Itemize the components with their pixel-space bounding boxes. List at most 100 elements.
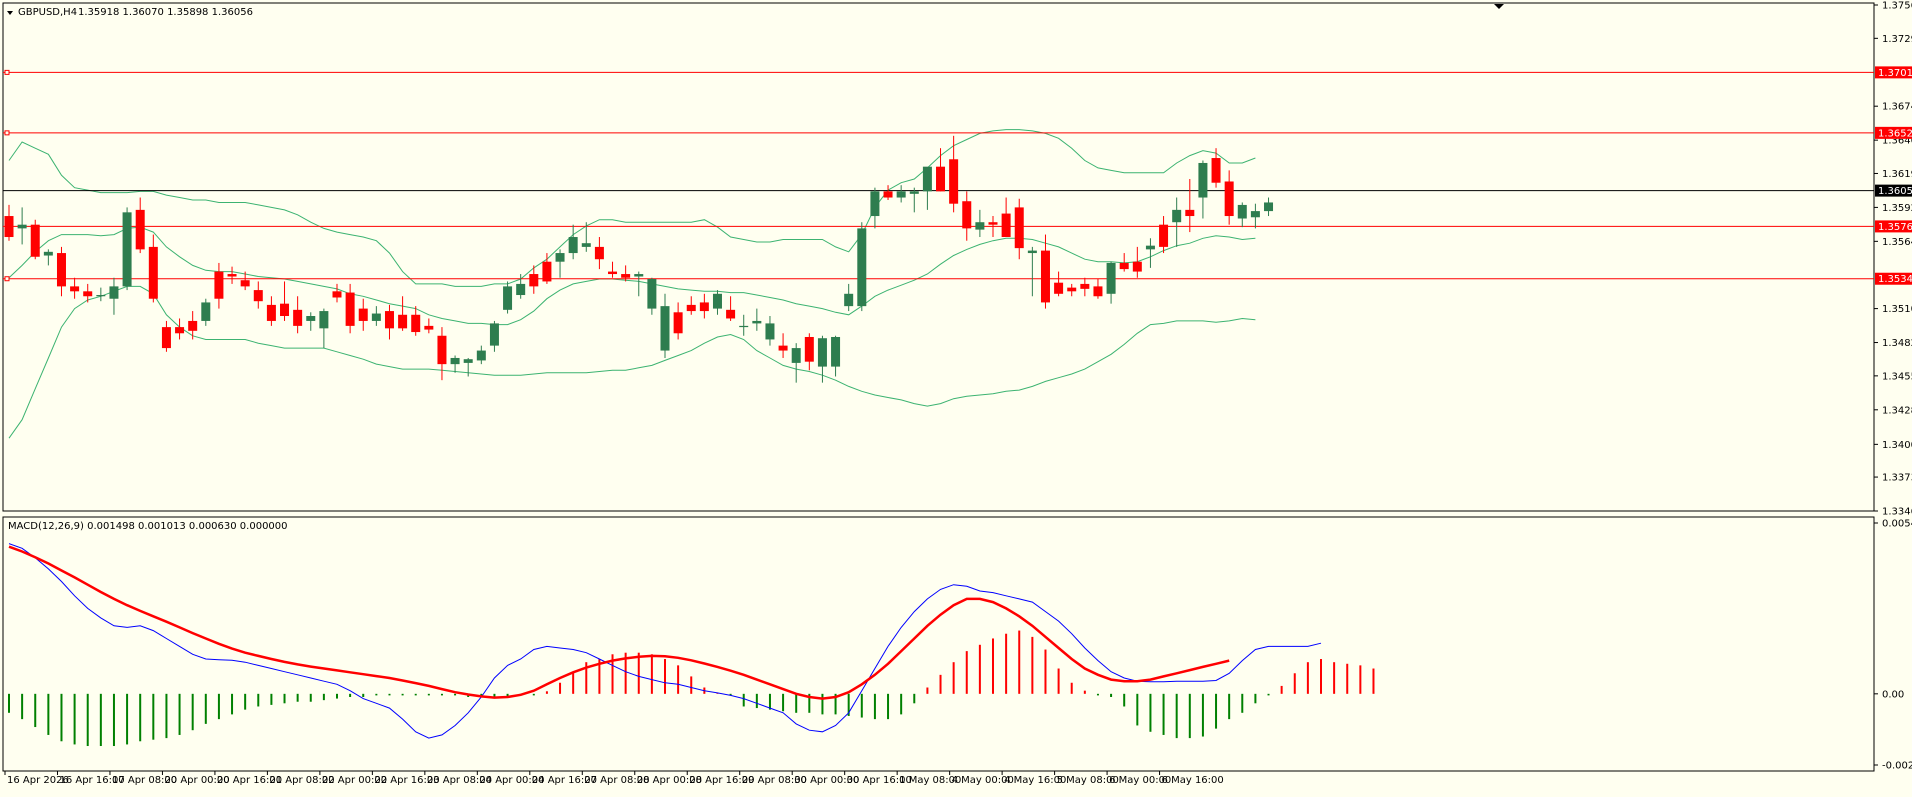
bull-candle [306, 316, 316, 321]
bear-candle [4, 216, 14, 238]
price-tick-label: 1.35100 [1882, 304, 1912, 315]
bear-candle [253, 290, 263, 302]
time-tick-label: 20 Apr 00:00 [164, 775, 229, 786]
bull-candle [831, 336, 841, 367]
bear-candle [424, 325, 434, 330]
chart-menu-arrow-icon[interactable] [7, 11, 13, 15]
price-tick-label: 1.35920 [1882, 203, 1912, 214]
bear-candle [266, 304, 276, 321]
bull-candle [503, 286, 513, 310]
chart-shift-marker-icon[interactable] [1494, 4, 1504, 9]
bull-candle [922, 166, 932, 192]
macd-tick-label: 0.00 [1882, 689, 1904, 700]
bull-candle [1106, 262, 1116, 294]
bollinger-upper-line [8, 129, 1256, 287]
bull-candle [647, 278, 657, 309]
bull-candle [371, 313, 381, 321]
price-tick-label: 1.36740 [1882, 102, 1912, 113]
bear-candle [529, 274, 539, 287]
level-price-label: 1.36524 [1878, 128, 1912, 139]
bull-candle [450, 357, 460, 365]
bollinger-mid-line [8, 226, 1256, 326]
time-tick-label: 24 Apr 16:00 [532, 775, 597, 786]
bear-candle [778, 345, 788, 351]
bull-candle [476, 350, 486, 361]
bear-candle [1159, 224, 1169, 247]
time-tick-label: 5 May 08:00 [1057, 775, 1119, 786]
bull-candle [463, 359, 473, 363]
bear-candle [621, 274, 631, 278]
price-tick-label: 1.36465 [1882, 136, 1912, 147]
bull-candle [1264, 202, 1274, 212]
bear-candle [175, 327, 185, 334]
bear-candle [227, 274, 237, 277]
bear-candle [988, 222, 998, 225]
bull-candle [555, 253, 565, 262]
price-tick-label: 1.33460 [1882, 507, 1912, 518]
bear-candle [1211, 158, 1221, 183]
bear-candle [70, 286, 80, 292]
bull-candle [581, 243, 591, 247]
bear-candle [148, 246, 158, 299]
current-price-label: 1.36056 [1878, 186, 1912, 197]
level-handle [4, 130, 10, 136]
bear-candle [345, 292, 355, 326]
bear-candle [30, 224, 40, 257]
bear-candle [608, 271, 618, 275]
bear-candle [56, 253, 66, 287]
bull-candle [817, 338, 827, 367]
bear-candle [437, 335, 447, 365]
bear-candle [1080, 283, 1090, 289]
bull-candle [17, 224, 27, 229]
bull-candle [109, 286, 119, 299]
time-tick-label: 22 Apr 00:00 [322, 775, 387, 786]
bear-candle [1119, 262, 1129, 270]
bull-candle [909, 191, 919, 194]
price-tick-label: 1.34000 [1882, 440, 1912, 451]
bollinger-lower-line [8, 285, 1256, 439]
bull-candle [870, 191, 880, 217]
bull-candle [896, 191, 906, 198]
macd-indicator: 0.00540 0.00 -0.00225 [8, 519, 1912, 772]
symbol-label: GBPUSD,H4 [18, 7, 77, 18]
bear-candle [1224, 181, 1234, 217]
level-price-box [1875, 220, 1912, 233]
bear-candle [280, 303, 290, 317]
bear-candle [83, 291, 93, 297]
bull-candle [43, 251, 53, 256]
bull-candle [122, 212, 132, 287]
time-tick-label: 30 Apr 00:00 [794, 775, 859, 786]
bull-candle [634, 274, 644, 277]
bear-candle [542, 261, 552, 282]
bear-candle [804, 336, 814, 362]
bear-candle [1132, 261, 1142, 272]
bear-candle [1093, 286, 1103, 297]
macd-signal-line [8, 545, 1230, 700]
price-tick-label: 1.37290 [1882, 34, 1912, 45]
time-tick-label: 20 Apr 16:00 [217, 775, 282, 786]
current-price-box [1875, 184, 1912, 197]
bear-candle [1014, 207, 1024, 249]
bull-candle [1172, 209, 1182, 223]
bear-candle [699, 302, 709, 312]
price-tick-label: 1.34280 [1882, 405, 1912, 416]
bull-candle [489, 323, 499, 346]
bull-candle [201, 302, 211, 321]
bull-candle [975, 222, 985, 230]
macd-panel-frame [2, 516, 1875, 772]
bear-candle [1001, 213, 1011, 238]
bear-candle [1054, 282, 1064, 294]
bull-candle [660, 306, 670, 351]
bull-candle [319, 311, 329, 329]
price-tick-label: 1.34825 [1882, 338, 1912, 349]
bear-candle [293, 309, 303, 326]
time-tick-label: 6 May 16:00 [1162, 775, 1224, 786]
price-axis: 1.37560 1.37290 1.36740 1.36465 1.36195 1.359… [1874, 1, 1912, 518]
bull-candle [791, 348, 801, 363]
level-price-label: 1.35342 [1878, 274, 1912, 285]
candlestick-series [4, 135, 1274, 383]
bear-candle [594, 246, 604, 260]
